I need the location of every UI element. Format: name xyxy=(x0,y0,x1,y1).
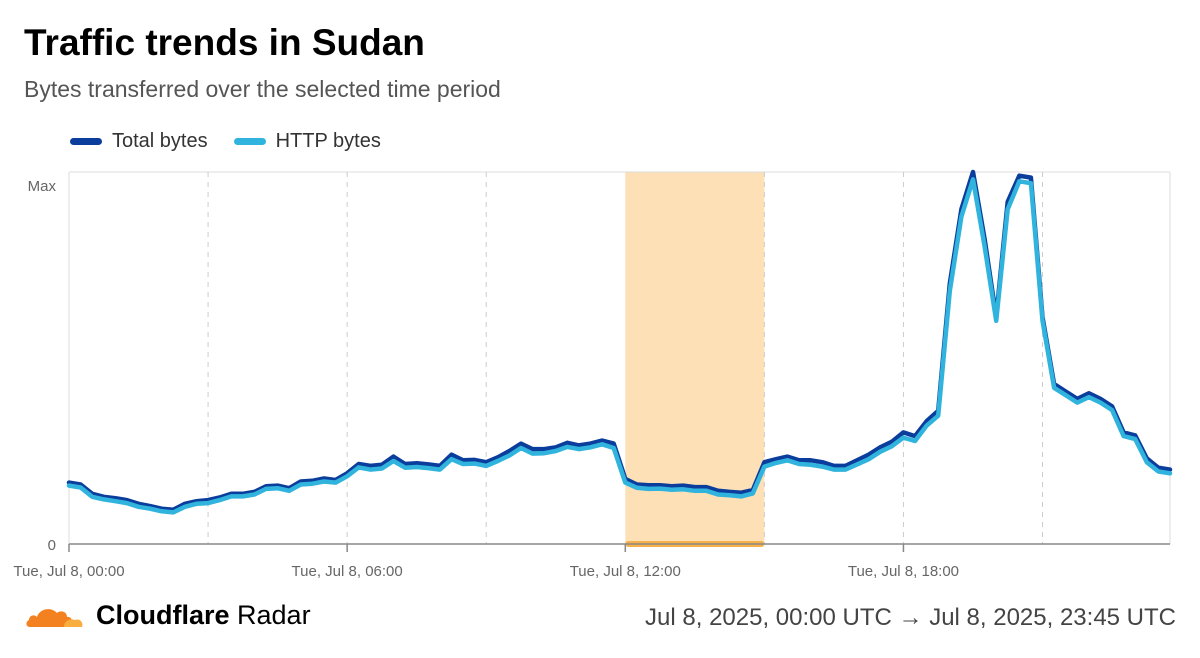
x-tick-label-1: Tue, Jul 8, 06:00 xyxy=(292,563,403,580)
legend-label-total-bytes: Total bytes xyxy=(112,130,208,152)
traffic-chart: Tue, Jul 8, 00:00 Tue, Jul 8, 06:00 Tue, J… xyxy=(13,169,1173,580)
x-tick-label-3: Tue, Jul 8, 18:00 xyxy=(848,563,959,580)
legend-item-http-bytes[interactable]: HTTP bytes xyxy=(233,130,381,153)
legend-swatch-http-bytes xyxy=(233,138,266,145)
legend-swatch-total-bytes xyxy=(70,138,102,145)
chart-title: Traffic trends in Sudan xyxy=(24,22,425,63)
chart-legend: Total bytes HTTP bytes xyxy=(70,130,381,153)
legend-item-total-bytes[interactable]: Total bytes xyxy=(70,130,208,153)
cloudflare-cloud-icon xyxy=(26,608,83,627)
chart-subtitle: Bytes transferred over the selected time… xyxy=(24,76,501,102)
x-tick-label-0: Tue, Jul 8, 00:00 xyxy=(13,563,124,580)
legend-label-http-bytes: HTTP bytes xyxy=(275,130,381,152)
highlight-band xyxy=(625,172,765,544)
y-tick-label-max: Max xyxy=(28,178,57,195)
x-tick-label-2: Tue, Jul 8, 12:00 xyxy=(570,563,681,580)
series-line-http-bytes xyxy=(66,177,1173,515)
brand-name: Cloudflare Radar xyxy=(96,600,311,630)
y-tick-label-min: 0 xyxy=(48,537,56,554)
date-range-label: Jul 8, 2025, 00:00 UTC → Jul 8, 2025, 23… xyxy=(645,604,1176,631)
brand-logo: Cloudflare Radar xyxy=(24,600,311,631)
